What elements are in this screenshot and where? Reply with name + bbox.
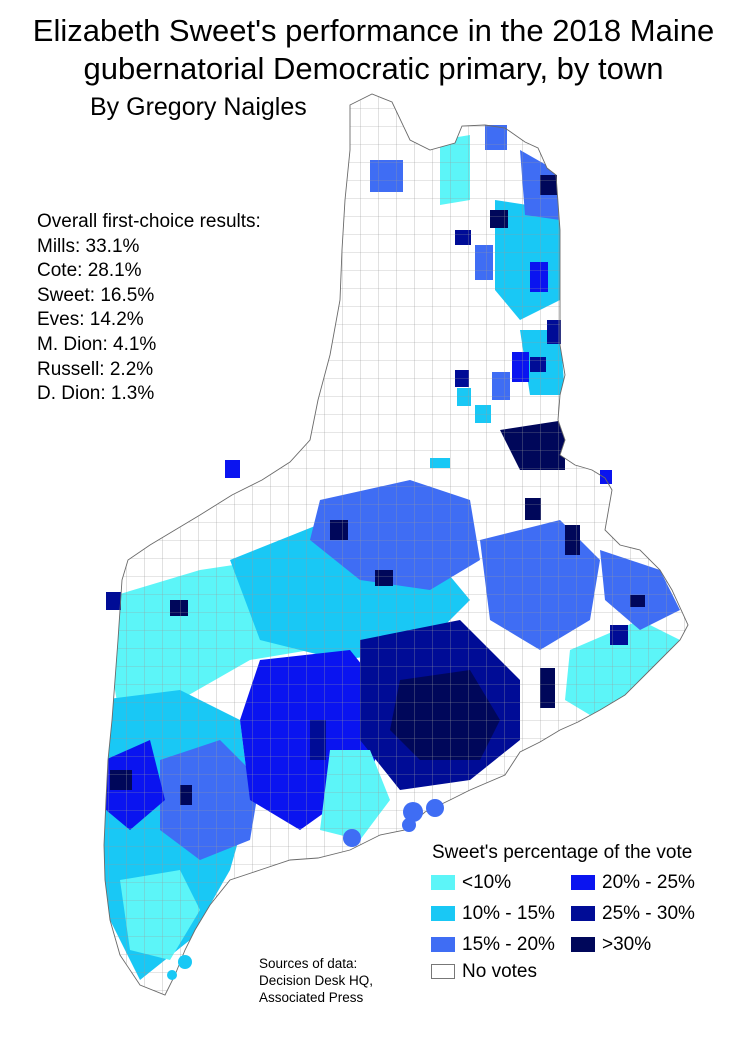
legend-swatch — [431, 906, 455, 921]
map-title: Elizabeth Sweet's performance in the 201… — [0, 12, 747, 88]
results-heading: Overall first-choice results: — [37, 211, 261, 232]
result-line: Sweet: 16.5% — [37, 284, 155, 306]
title-line-1: Elizabeth Sweet's performance in the 201… — [32, 13, 715, 48]
legend-label: <10% — [462, 872, 512, 893]
legend-swatch — [571, 906, 595, 921]
sources-line: Associated Press — [259, 990, 364, 1005]
legend-swatch — [431, 964, 455, 979]
legend-swatch — [571, 937, 595, 952]
byline: By Gregory Naigles — [90, 93, 307, 121]
result-line: Cote: 28.1% — [37, 260, 142, 282]
title-line-2: gubernatorial Democratic primary, by tow… — [83, 51, 664, 86]
legend-swatch — [431, 937, 455, 952]
legend-label: 25% - 30% — [602, 903, 695, 924]
overall-results-panel: Overall first-choice results: Mills: 33.… — [37, 210, 261, 407]
result-line: D. Dion: 1.3% — [37, 383, 155, 405]
result-line: M. Dion: 4.1% — [37, 333, 157, 355]
legend-label: No votes — [462, 961, 537, 982]
data-sources: Sources of data: Decision Desk HQ, Assoc… — [259, 955, 373, 1006]
legend-title: Sweet's percentage of the vote — [432, 842, 693, 863]
legend-swatch — [431, 875, 455, 890]
legend-label: 15% - 20% — [462, 934, 555, 955]
legend-swatch — [571, 875, 595, 890]
legend-label: >30% — [602, 934, 652, 955]
result-line: Russell: 2.2% — [37, 358, 154, 380]
legend-label: 10% - 15% — [462, 903, 555, 924]
sources-line: Sources of data: — [259, 956, 358, 971]
result-line: Eves: 14.2% — [37, 309, 144, 331]
result-line: Mills: 33.1% — [37, 235, 140, 257]
sources-line: Decision Desk HQ, — [259, 973, 374, 988]
coastal-islands — [167, 799, 444, 980]
legend-label: 20% - 25% — [602, 872, 695, 893]
